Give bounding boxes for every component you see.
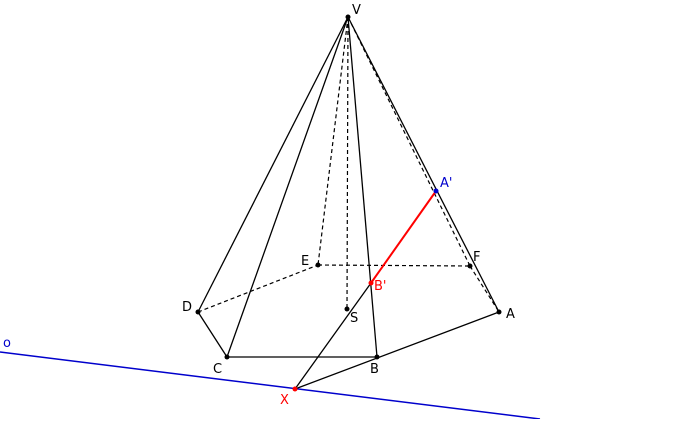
label-S: S xyxy=(350,311,358,326)
point-B-prime xyxy=(368,280,374,286)
point-A xyxy=(496,309,502,315)
point-B xyxy=(374,354,380,360)
edge-F-A xyxy=(469,265,500,313)
segment-A-prime-B-prime xyxy=(370,190,437,284)
label-D: D xyxy=(182,300,192,315)
edge-V-E xyxy=(317,16,349,266)
label-A: A xyxy=(506,307,515,322)
edge-V-F xyxy=(347,16,471,267)
point-F xyxy=(467,263,473,269)
point-X xyxy=(292,386,298,392)
point-S xyxy=(344,306,350,312)
label-F: F xyxy=(473,250,480,265)
edge-X-B-prime xyxy=(294,282,372,390)
edge-V-B xyxy=(347,16,378,358)
label-B: B xyxy=(370,362,379,377)
visible-edges xyxy=(197,16,500,390)
edge-D-C xyxy=(197,311,228,358)
point-D xyxy=(195,309,201,315)
edge-V-A xyxy=(347,16,500,313)
label-X: X xyxy=(280,393,289,408)
point-A-prime xyxy=(433,188,439,194)
edge-X-A xyxy=(294,311,500,390)
points xyxy=(195,14,502,360)
label-A-prime: A' xyxy=(440,176,452,191)
hidden-edges xyxy=(197,16,500,313)
edge-D-E xyxy=(197,264,319,313)
edge-V-C xyxy=(226,16,349,358)
edge-V-D xyxy=(197,16,349,313)
label-C: C xyxy=(213,362,222,377)
label-V: V xyxy=(352,3,361,18)
label-B-prime: B' xyxy=(374,279,387,294)
line-o xyxy=(0,351,541,420)
point-V xyxy=(345,14,351,20)
label-line-o: o xyxy=(3,336,11,351)
label-E: E xyxy=(301,254,309,269)
edge-E-F xyxy=(317,264,471,267)
point-E xyxy=(315,262,321,268)
point-C xyxy=(224,354,230,360)
